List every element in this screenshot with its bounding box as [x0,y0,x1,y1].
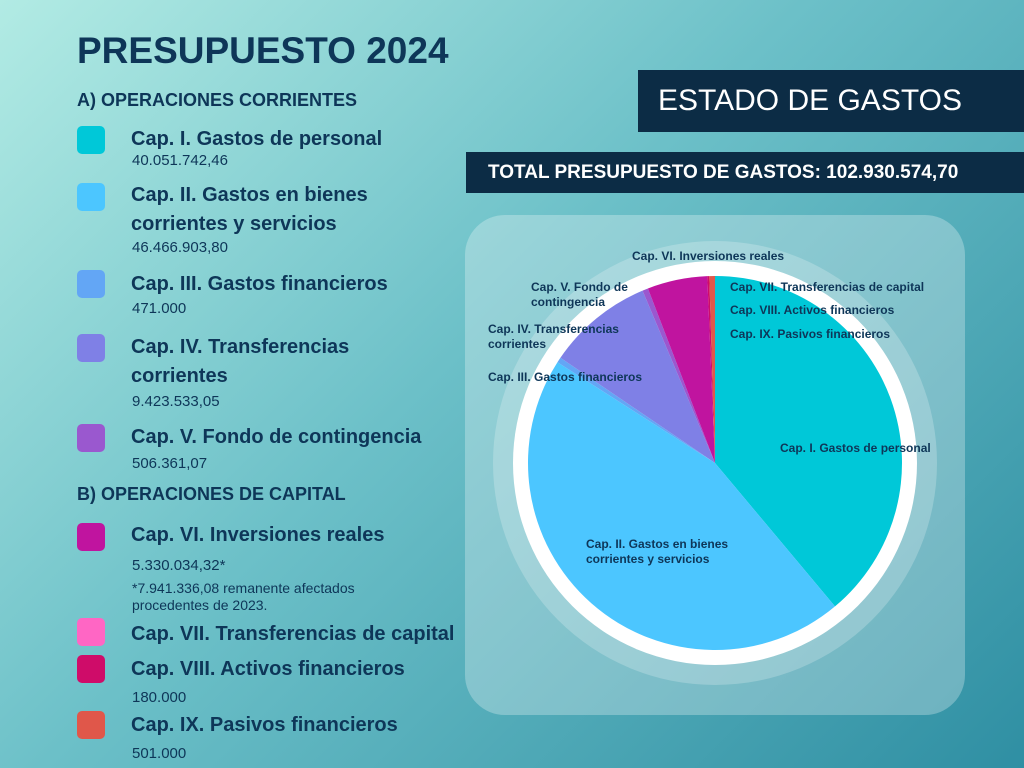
legend-label: Cap. VI. Inversiones reales [131,524,385,546]
slice-label: Cap. II. Gastos en bienes corrientes y s… [586,537,729,566]
legend-value: 501.000 [132,745,187,762]
legend-swatch [77,618,105,646]
slice-label: Cap. V. Fondo de contingencia [531,280,628,309]
pie-slice [715,276,903,607]
legend-label: Cap. V. Fondo de contingencia [131,426,422,448]
legend-label: Cap. IV. Transferencias corrientes [131,336,350,387]
legend-swatch [77,523,105,551]
legend-value: 46.466.903,80 [132,239,228,256]
slice-label: Cap. IV. Transferencias corrientes [488,322,619,351]
legend-value: 180.000 [132,689,187,706]
pie-slice [560,290,715,463]
note: *7.941.336,08 remanente afectados proced… [132,580,355,613]
legend-value: 5.330.034,32* [132,557,226,574]
slice-label: Cap. III. Gastos financieros [488,370,643,384]
legend-value: 506.361,07 [132,455,208,472]
section-heading: B) OPERACIONES DE CAPITAL [77,484,346,504]
legend-label: Cap. IX. Pasivos financieros [131,714,398,736]
legend-swatch [77,655,105,683]
legend-swatch [77,126,105,154]
slice-label: Cap. VI. Inversiones reales [632,249,785,263]
legend-value: 9.423.533,05 [132,393,220,410]
legend-label: Cap. VIII. Activos financieros [131,658,405,680]
legend-value: 40.051.742,46 [132,152,228,169]
subtitle: ESTADO DE GASTOS [638,70,1024,132]
slice-label: Cap. IX. Pasivos financieros [730,327,891,341]
legend-swatch [77,334,105,362]
legend-swatch [77,424,105,452]
legend-swatch [77,711,105,739]
slice-label: Cap. I. Gastos de personal [780,441,931,455]
total: TOTAL PRESUPUESTO DE GASTOS: 102.930.574… [466,152,1024,193]
pie-slice [647,276,715,463]
pie-slice [707,276,715,463]
legend-label: Cap. I. Gastos de personal [131,128,383,150]
pie-slice [709,276,715,463]
title: PRESUPUESTO 2024 [77,30,449,71]
pie-slice [557,357,715,463]
legend-swatch [77,270,105,298]
pie-slice [528,362,835,650]
slice-label: Cap. VIII. Activos financieros [730,303,895,317]
section-heading: A) OPERACIONES CORRIENTES [77,90,358,110]
legend-label: Cap. II. Gastos en bienes corrientes y s… [131,184,368,235]
slice-label: Cap. VII. Transferencias de capital [730,280,925,294]
legend-swatch [77,183,105,211]
legend-label: Cap. VII. Transferencias de capital [131,623,455,645]
pie-slice [642,288,715,463]
legend-value: 471.000 [132,300,187,317]
legend-label: Cap. III. Gastos financieros [131,273,388,295]
